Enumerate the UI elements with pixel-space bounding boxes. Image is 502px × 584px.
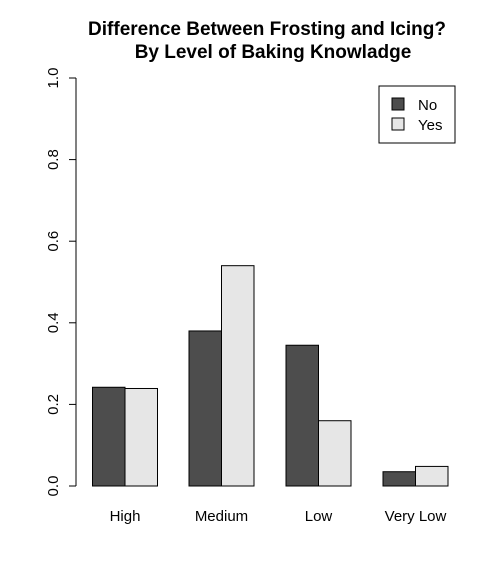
chart-subtitle: By Level of Baking Knowladge: [135, 42, 412, 63]
bar-very-low-yes: [415, 465, 449, 487]
bar-high-no: [92, 386, 126, 487]
bar-medium-yes: [221, 265, 255, 487]
bar-medium-no: [188, 330, 222, 487]
y-tick-label: 0.4: [45, 312, 62, 333]
bar-low-no: [285, 344, 319, 487]
legend-swatch-yes: [391, 117, 405, 131]
legend: No Yes: [378, 85, 456, 144]
y-tick-label: 0.6: [45, 231, 62, 252]
legend-label-no: No: [418, 97, 437, 114]
x-tick-label: Medium: [195, 508, 248, 525]
legend-label-yes: Yes: [418, 117, 442, 134]
x-tick-label: Very Low: [385, 508, 447, 525]
x-tick-label: High: [110, 508, 141, 525]
y-axis: 0.0 0.2 0.4 0.6 0.8 1.0: [45, 68, 77, 497]
x-tick-label: Low: [305, 508, 333, 525]
chart-title: Difference Between Frosting and Icing?: [88, 19, 446, 40]
y-tick-label: 0.0: [45, 476, 62, 497]
bars: [92, 265, 449, 487]
bar-low-yes: [318, 420, 352, 487]
legend-box: [378, 85, 456, 144]
legend-swatch-no: [391, 97, 405, 111]
bar-very-low-no: [382, 471, 416, 487]
y-tick-label: 0.8: [45, 149, 62, 170]
y-tick-label: 1.0: [45, 68, 62, 89]
bar-high-yes: [124, 387, 158, 487]
y-tick-label: 0.2: [45, 394, 62, 415]
x-axis-labels: High Medium Low Very Low: [110, 508, 447, 525]
